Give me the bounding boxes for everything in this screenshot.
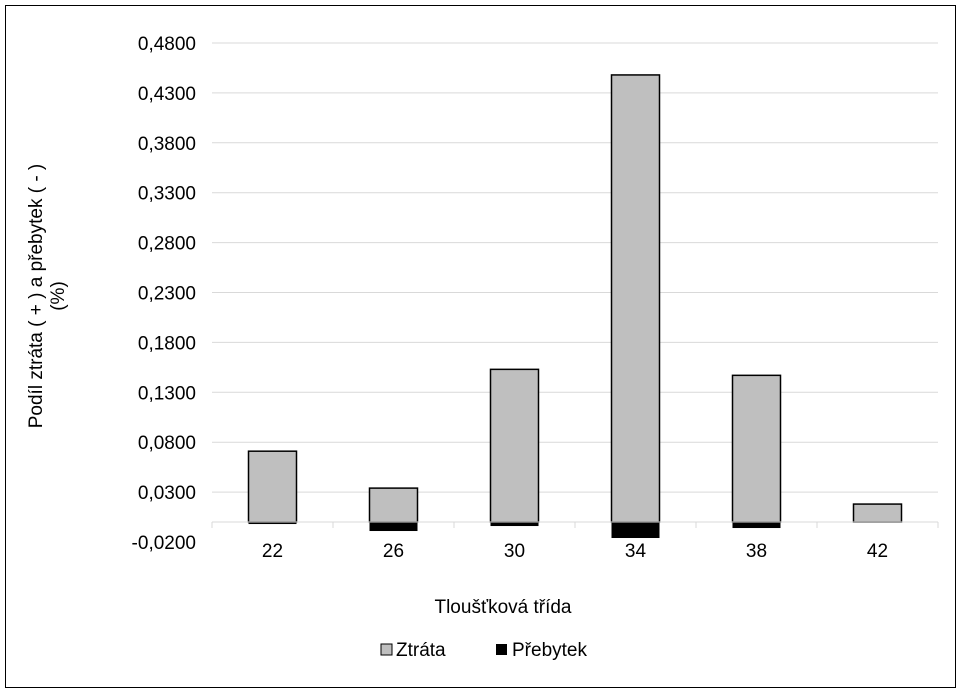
x-tick-label: 30 [504, 541, 525, 562]
bar-ztrata [247, 450, 298, 523]
bar-prebytek [369, 522, 418, 532]
y-tick-label: 0,1300 [138, 383, 196, 404]
y-axis-title-line1: Podíl ztráta ( + ) a přebytek ( - ) [26, 164, 47, 429]
legend-label-ztrata: Ztráta [396, 640, 446, 661]
legend: Ztráta Přebytek [380, 640, 587, 661]
x-tick-label: 34 [625, 541, 647, 562]
x-tick-label: 42 [867, 541, 888, 562]
y-tick-label: 0,0800 [138, 433, 196, 454]
chart-frame [5, 5, 956, 688]
bars [247, 74, 903, 539]
y-tick-labels: -0,0200 0,0300 0,0800 0,1300 0,1800 0,2300 0,2… [132, 34, 196, 554]
y-tick-label: -0,0200 [132, 533, 196, 554]
bar-prebytek [611, 522, 660, 539]
y-tick-label: 0,3300 [138, 184, 196, 205]
legend-swatch-ztrata [380, 643, 393, 656]
bar-prebytek [490, 522, 539, 527]
x-axis [211, 521, 939, 529]
x-tick-labels: 22 26 30 34 38 42 [262, 541, 888, 562]
y-tick-label: 0,3800 [138, 134, 196, 155]
x-tick-label: 26 [383, 541, 404, 562]
bar-prebytek [732, 522, 781, 529]
bar-ztrata [731, 374, 782, 523]
bar-ztrata [489, 368, 540, 523]
gridlines [212, 42, 938, 493]
x-tick-label: 38 [746, 541, 767, 562]
y-tick-label: 0,0300 [138, 483, 196, 504]
x-axis-title: Tloušťková třída [434, 597, 571, 618]
bar-ztrata [368, 487, 419, 523]
y-tick-label: 0,2800 [138, 234, 196, 255]
y-tick-label: 0,4300 [138, 84, 196, 105]
x-tick-label: 22 [262, 541, 283, 562]
y-tick-label: 0,1800 [138, 333, 196, 354]
bar-ztrata [610, 74, 661, 523]
y-axis-title-line2: (%) [48, 281, 69, 311]
legend-label-prebytek: Přebytek [512, 640, 587, 661]
bar-ztrata [852, 503, 903, 523]
legend-swatch-prebytek [496, 644, 507, 655]
bar-prebytek [248, 522, 297, 525]
y-tick-label: 0,2300 [138, 284, 196, 305]
y-tick-label: 0,4800 [138, 34, 196, 55]
